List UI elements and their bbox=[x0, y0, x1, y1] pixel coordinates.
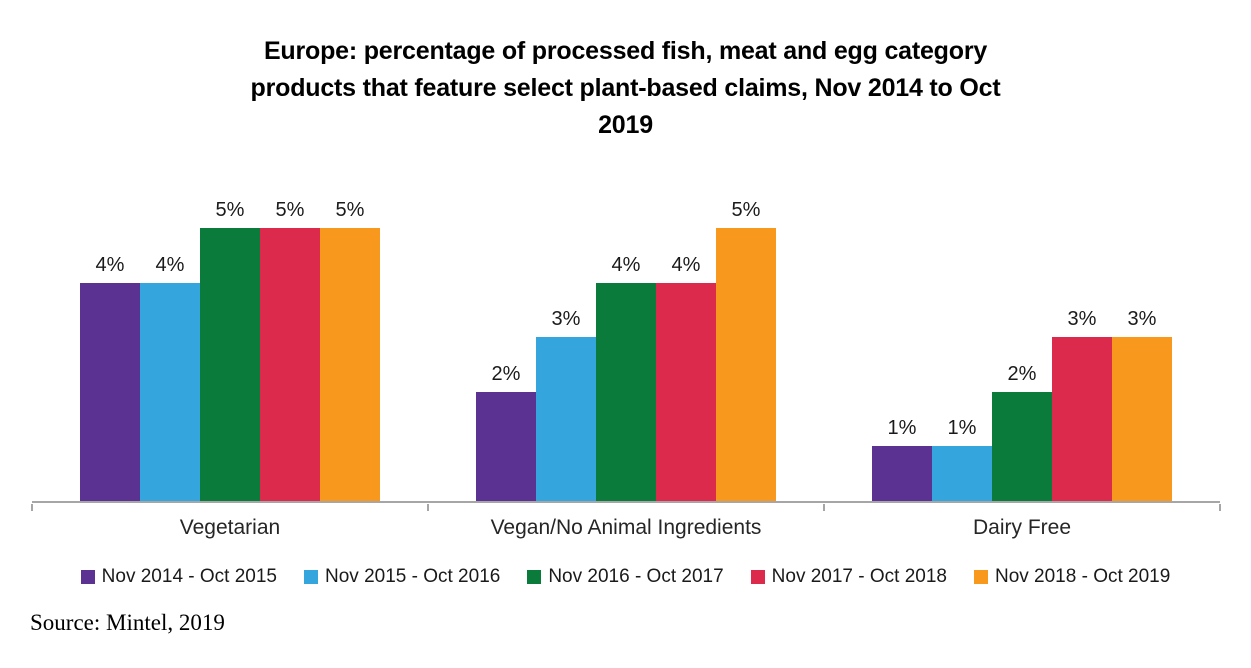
bar-column: 3% bbox=[1052, 308, 1112, 501]
bar-column: 2% bbox=[992, 363, 1052, 501]
legend-label: Nov 2018 - Oct 2019 bbox=[994, 566, 1171, 587]
data-label: 1% bbox=[947, 417, 977, 439]
axis-tick bbox=[1219, 504, 1221, 511]
data-label: 4% bbox=[155, 254, 185, 276]
axis-tick bbox=[31, 504, 33, 511]
chart-title-line: products that feature select plant-based… bbox=[250, 74, 1001, 102]
legend-item-4: Nov 2018 - Oct 2019 bbox=[973, 566, 1171, 588]
axis-tick bbox=[823, 504, 825, 511]
legend-item-0: Nov 2014 - Oct 2015 bbox=[80, 566, 277, 588]
category-axis-labels: Vegetarian Vegan/No Animal Ingredients Dai… bbox=[32, 515, 1220, 541]
data-label: 1% bbox=[887, 417, 917, 439]
chart-title-line: 2019 bbox=[598, 111, 653, 139]
plot-area: 4% 4% 5% 5% 5% 2% 3% 4% 4% 5% 1% 1% 2% 3% 3% bbox=[32, 197, 1220, 503]
legend: Nov 2014 - Oct 2015 Nov 2015 - Oct 2016 No… bbox=[0, 566, 1251, 588]
bar-column: 5% bbox=[260, 199, 320, 501]
bar bbox=[596, 283, 656, 501]
data-label: 2% bbox=[491, 363, 521, 385]
legend-swatch-icon bbox=[750, 570, 765, 584]
axis-tick bbox=[426, 504, 429, 511]
legend-item-1: Nov 2015 - Oct 2016 bbox=[304, 566, 500, 588]
data-label: 5% bbox=[731, 199, 761, 221]
bar-group-2: 1% 1% 2% 3% 3% bbox=[824, 197, 1220, 501]
bar-column: 1% bbox=[872, 417, 932, 501]
legend-swatch-icon bbox=[80, 570, 95, 584]
data-label: 4% bbox=[611, 254, 641, 276]
data-label: 3% bbox=[551, 308, 581, 330]
bar-column: 5% bbox=[200, 199, 260, 501]
bar-column: 3% bbox=[1112, 308, 1172, 501]
legend-swatch-icon bbox=[304, 570, 318, 584]
bar bbox=[536, 337, 596, 501]
bar bbox=[716, 228, 776, 501]
bar bbox=[320, 228, 380, 501]
bar bbox=[932, 446, 992, 501]
bar-group-0: 4% 4% 5% 5% 5% bbox=[32, 197, 428, 501]
legend-item-2: Nov 2016 - Oct 2017 bbox=[527, 566, 724, 588]
bar-column: 1% bbox=[932, 417, 992, 501]
data-label: 4% bbox=[671, 254, 701, 276]
data-label: 4% bbox=[95, 254, 125, 276]
bar bbox=[992, 392, 1052, 501]
legend-label: Nov 2014 - Oct 2015 bbox=[101, 566, 277, 587]
bar bbox=[260, 228, 320, 501]
legend-label: Nov 2016 - Oct 2017 bbox=[548, 566, 724, 587]
bar-column: 4% bbox=[140, 254, 200, 501]
data-label: 3% bbox=[1127, 308, 1157, 330]
bar bbox=[140, 283, 200, 501]
legend-label: Nov 2015 - Oct 2016 bbox=[325, 566, 501, 587]
chart-title-line: Europe: percentage of processed fish, me… bbox=[263, 37, 988, 65]
bar bbox=[1052, 337, 1112, 501]
bar bbox=[1112, 337, 1172, 501]
bar-column: 4% bbox=[656, 254, 716, 501]
bar bbox=[80, 283, 140, 501]
legend-swatch-icon bbox=[527, 570, 542, 584]
bar-row: 1% 1% 2% 3% 3% bbox=[872, 308, 1172, 501]
category-label-0: Vegetarian bbox=[179, 516, 281, 539]
category-label-1: Vegan/No Animal Ingredients bbox=[490, 516, 762, 539]
bar-column: 5% bbox=[716, 199, 776, 501]
category-label-2: Dairy Free bbox=[972, 516, 1072, 539]
source-text: Source: Mintel, 2019 bbox=[30, 610, 225, 635]
bar-column: 5% bbox=[320, 199, 380, 501]
bar-column: 4% bbox=[596, 254, 656, 501]
legend-item-3: Nov 2017 - Oct 2018 bbox=[750, 566, 947, 588]
data-label: 3% bbox=[1067, 308, 1097, 330]
data-label: 5% bbox=[275, 199, 305, 221]
data-label: 2% bbox=[1007, 363, 1037, 385]
bar-group-1: 2% 3% 4% 4% 5% bbox=[428, 197, 824, 501]
bar-row: 4% 4% 5% 5% 5% bbox=[80, 199, 380, 501]
data-label: 5% bbox=[335, 199, 365, 221]
bar bbox=[476, 392, 536, 501]
legend-swatch-icon bbox=[973, 570, 988, 584]
bar bbox=[872, 446, 932, 501]
bar bbox=[656, 283, 716, 501]
bar-column: 3% bbox=[536, 308, 596, 501]
bar-column: 2% bbox=[476, 363, 536, 501]
data-label: 5% bbox=[215, 199, 245, 221]
bar-row: 2% 3% 4% 4% 5% bbox=[476, 199, 776, 501]
bar-column: 4% bbox=[80, 254, 140, 501]
x-axis bbox=[31, 504, 1221, 512]
bar bbox=[200, 228, 260, 501]
legend-label: Nov 2017 - Oct 2018 bbox=[771, 566, 947, 587]
chart-title: Europe: percentage of processed fish, me… bbox=[0, 33, 1251, 144]
